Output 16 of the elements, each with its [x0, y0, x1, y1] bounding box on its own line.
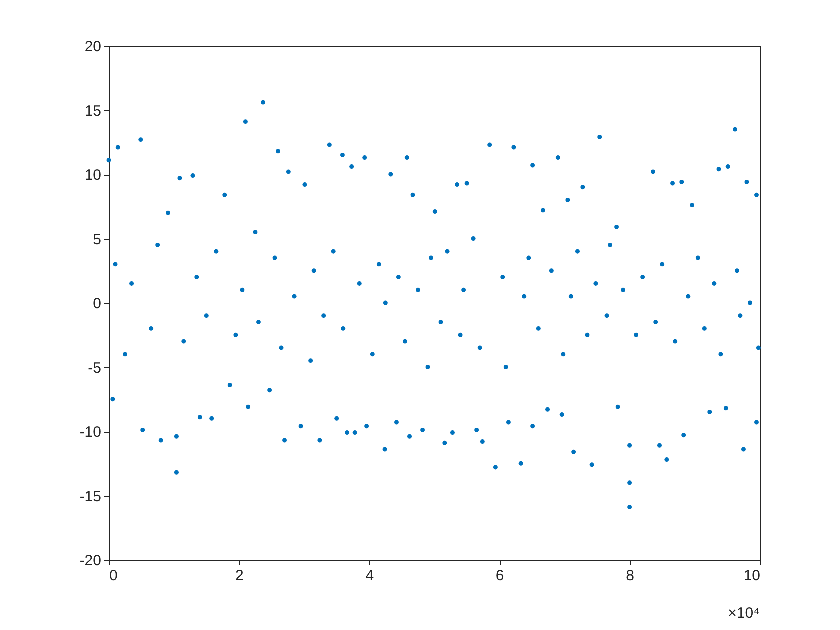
- x-tick-label: 4: [366, 568, 374, 584]
- x-tick-label: 6: [496, 568, 504, 584]
- x-tick-label: 0: [110, 568, 118, 584]
- y-tick-label: 15: [84, 102, 102, 120]
- y-tick-label: -15: [80, 488, 102, 506]
- y-tick-label: -10: [80, 424, 102, 441]
- y-tick-label: 10: [84, 167, 102, 184]
- y-tick-label: -20: [80, 552, 102, 570]
- y-tick-label: 5: [93, 231, 102, 248]
- x-tick-label: 10: [744, 568, 760, 584]
- text: ×10⁴: [728, 605, 760, 622]
- x-tick-label: 8: [626, 568, 634, 584]
- y-tick-label: 20: [84, 38, 102, 56]
- x-tick-label: 2: [236, 568, 244, 584]
- y-tick-label: 0: [93, 296, 102, 312]
- y-tick-label: -5: [88, 360, 102, 377]
